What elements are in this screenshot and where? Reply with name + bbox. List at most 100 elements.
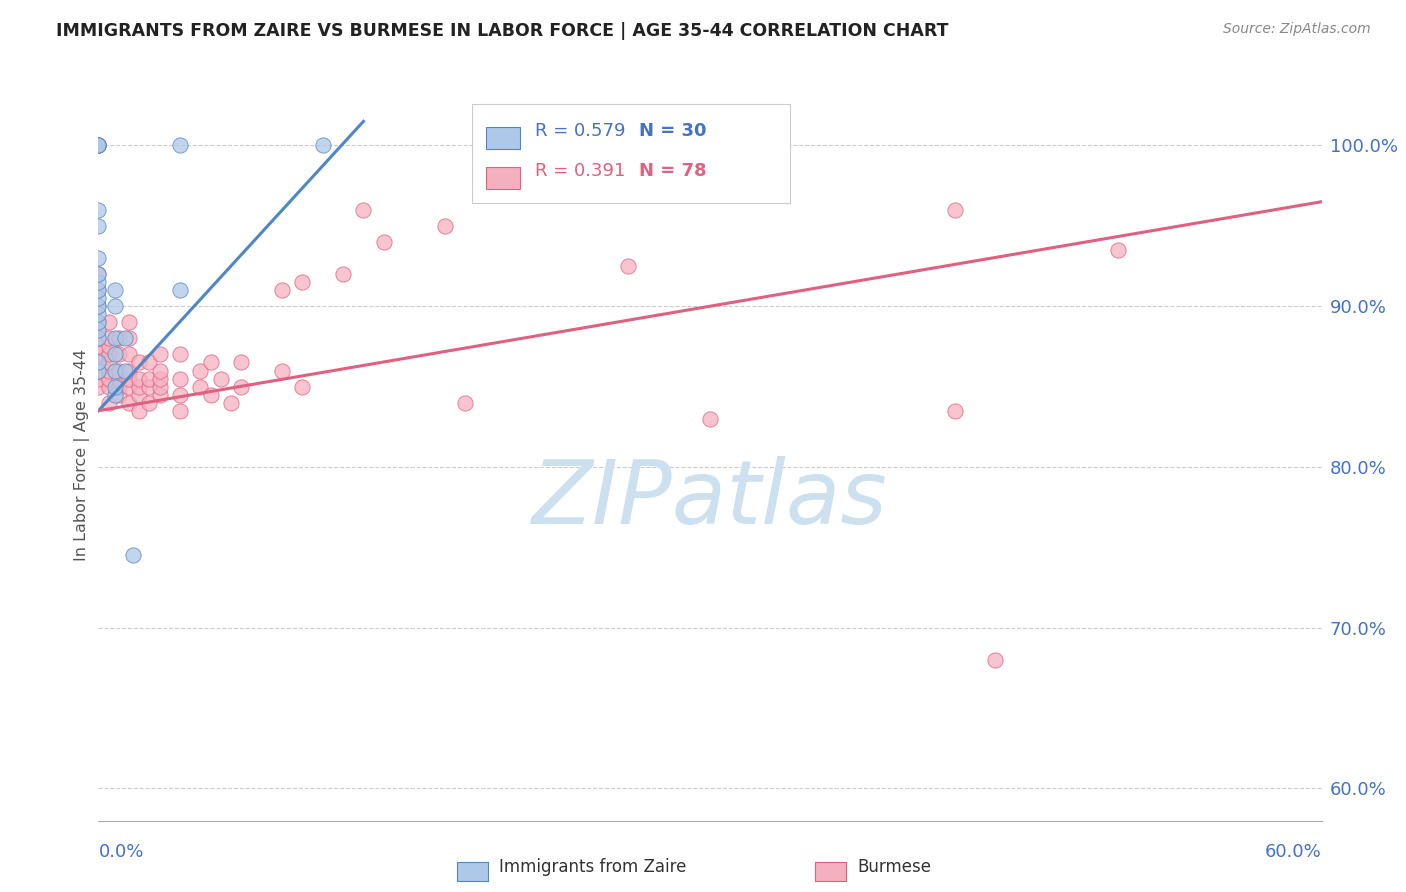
Point (87, 363, 110, 377)
Point (149, 363, 172, 377)
Point (97, 355, 120, 369)
Point (169, 387, 191, 401)
Point (108, 379, 131, 393)
Point (128, 403, 150, 417)
Point (87, 219, 110, 233)
Point (291, 379, 314, 393)
Point (149, 379, 172, 393)
Point (87, 355, 110, 369)
Point (97, 315, 120, 329)
Point (87, 138, 110, 153)
Point (118, 371, 141, 385)
Point (200, 355, 222, 369)
Text: Immigrants from Zaire: Immigrants from Zaire (499, 858, 686, 876)
Point (87, 283, 110, 297)
Point (108, 363, 131, 377)
Point (984, 653, 1007, 667)
Point (97, 379, 120, 393)
Point (87, 331, 110, 345)
Point (87, 331, 110, 345)
Point (114, 363, 136, 377)
Point (699, 411, 721, 425)
Point (231, 379, 253, 393)
Point (87, 323, 110, 337)
Point (312, 138, 335, 153)
Point (128, 379, 150, 393)
Point (149, 387, 172, 401)
Point (352, 202, 374, 217)
Y-axis label: In Labor Force | Age 35-44: In Labor Force | Age 35-44 (75, 349, 90, 561)
Point (200, 387, 222, 401)
Point (87, 355, 110, 369)
Point (104, 331, 127, 345)
Point (128, 355, 150, 369)
Point (87, 138, 110, 153)
Point (169, 138, 191, 153)
Point (454, 395, 477, 409)
Point (87, 275, 110, 289)
Point (118, 363, 141, 377)
Point (108, 347, 131, 361)
Point (169, 371, 191, 385)
Point (87, 202, 110, 217)
Text: R = 0.391: R = 0.391 (536, 162, 626, 180)
Point (87, 267, 110, 281)
Point (118, 379, 141, 393)
Point (97, 395, 120, 409)
Point (104, 299, 127, 313)
Point (87, 363, 110, 377)
Point (87, 339, 110, 353)
Point (97, 331, 120, 345)
Point (97, 363, 120, 377)
Point (270, 363, 294, 377)
Point (87, 138, 110, 153)
Point (169, 403, 191, 417)
Point (219, 395, 242, 409)
Point (87, 291, 110, 305)
Point (87, 283, 110, 297)
FancyBboxPatch shape (471, 103, 790, 202)
Point (118, 347, 141, 361)
Point (149, 347, 172, 361)
Point (128, 371, 150, 385)
Point (104, 283, 127, 297)
Point (617, 259, 640, 273)
Text: ZIPatlas: ZIPatlas (533, 456, 887, 541)
Point (433, 219, 456, 233)
Point (87, 315, 110, 329)
Text: Source: ZipAtlas.com: Source: ZipAtlas.com (1223, 22, 1371, 37)
Point (231, 355, 253, 369)
Point (87, 371, 110, 385)
Point (128, 387, 150, 401)
Point (188, 363, 212, 377)
Point (373, 235, 395, 249)
Text: IMMIGRANTS FROM ZAIRE VS BURMESE IN LABOR FORCE | AGE 35-44 CORRELATION CHART: IMMIGRANTS FROM ZAIRE VS BURMESE IN LABO… (56, 22, 949, 40)
Point (104, 347, 127, 361)
Point (87, 267, 110, 281)
Text: 0.0%: 0.0% (98, 843, 143, 861)
Point (97, 339, 120, 353)
Point (87, 363, 110, 377)
Point (138, 379, 160, 393)
Point (104, 387, 127, 401)
Point (149, 371, 172, 385)
Point (87, 379, 110, 393)
FancyBboxPatch shape (486, 167, 520, 189)
Point (87, 251, 110, 265)
Point (87, 299, 110, 313)
Point (138, 371, 160, 385)
Point (138, 395, 160, 409)
Point (138, 355, 160, 369)
Point (943, 202, 966, 217)
Point (87, 323, 110, 337)
Point (87, 299, 110, 313)
Point (188, 379, 212, 393)
FancyBboxPatch shape (486, 127, 520, 149)
Point (209, 371, 232, 385)
Point (291, 275, 314, 289)
Point (87, 347, 110, 361)
Point (118, 315, 141, 329)
Point (118, 395, 141, 409)
Point (108, 387, 131, 401)
Point (108, 331, 131, 345)
